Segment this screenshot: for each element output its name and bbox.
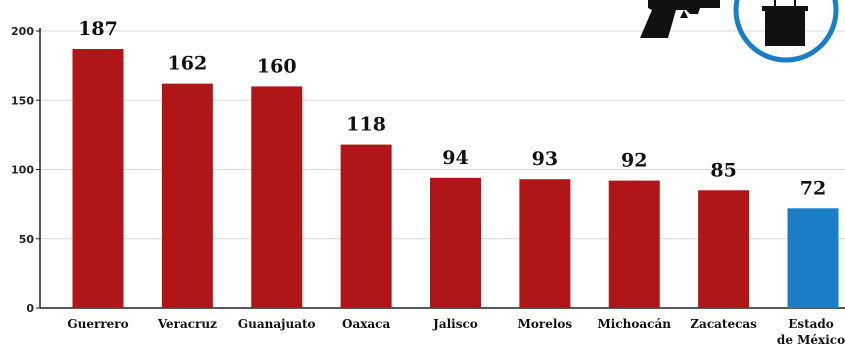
bar (340, 144, 392, 308)
category-label: Guerrero (67, 317, 128, 331)
y-tick-label: 150 (11, 94, 34, 107)
ballot-box-icon (733, 0, 839, 63)
category-label: Oaxaca (342, 317, 390, 331)
bar (161, 83, 213, 308)
y-tick-label: 100 (11, 164, 34, 177)
category-label: Zacatecas (690, 317, 757, 331)
y-tick-label: 0 (26, 302, 34, 315)
bar (251, 86, 303, 309)
bar (519, 179, 571, 308)
bar-value-label: 93 (532, 148, 558, 170)
category-label: Jalisco (432, 317, 478, 331)
bars (72, 49, 839, 309)
category-label: Guanajuato (238, 317, 316, 331)
y-axis: 0 50 100 150 200 (11, 25, 41, 315)
bar (698, 190, 750, 308)
bar (787, 208, 839, 308)
bar-value-label: 160 (257, 55, 297, 77)
bar-value-label: 187 (78, 18, 118, 40)
bar (430, 177, 481, 308)
bar (608, 180, 660, 308)
gun-icon (640, 0, 720, 38)
value-labels: 187 162 160 118 94 93 92 85 72 (78, 18, 826, 199)
category-label: Morelos (518, 317, 573, 331)
y-tick-label: 200 (11, 25, 34, 38)
y-tick-label: 50 (19, 233, 35, 246)
bar-value-label: 72 (800, 177, 826, 199)
bar-value-label: 118 (346, 114, 386, 136)
bar-value-label: 92 (621, 150, 647, 172)
category-label: Veracruz (157, 317, 217, 331)
category-label: Michoacán (598, 317, 672, 331)
category-labels: Guerrero Veracruz Guanajuato Oaxaca Jalisco M… (67, 317, 845, 347)
category-label: Estado de México (777, 317, 845, 347)
bar-value-label: 162 (168, 53, 208, 75)
bar (72, 49, 124, 308)
bar-value-label: 94 (442, 147, 468, 169)
bar-value-label: 85 (710, 159, 736, 181)
